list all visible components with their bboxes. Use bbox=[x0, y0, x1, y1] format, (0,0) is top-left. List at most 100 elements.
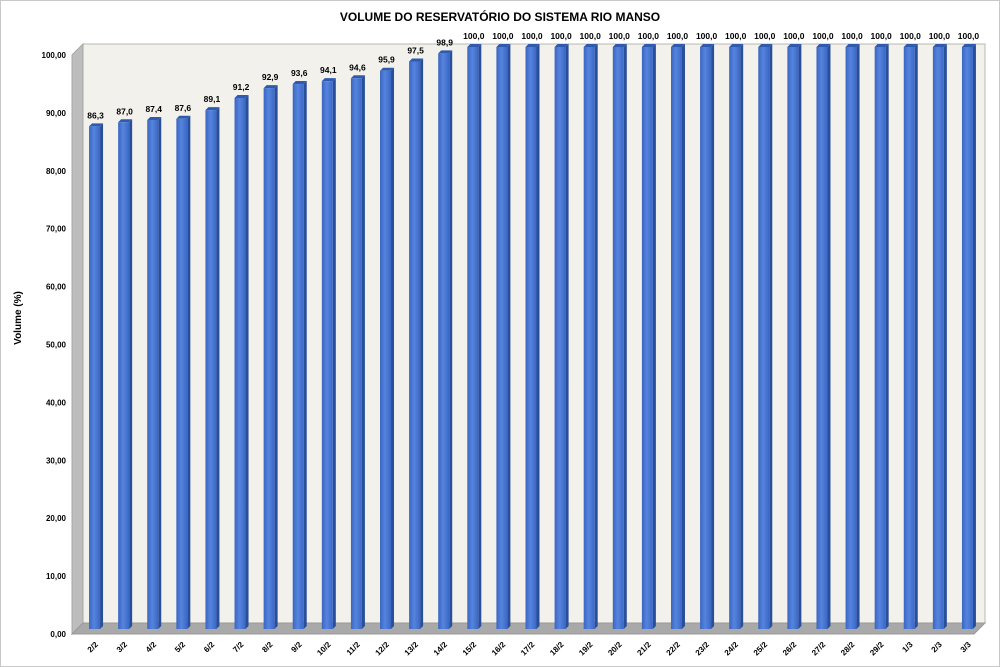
bar-front bbox=[467, 47, 479, 629]
bar-front bbox=[903, 47, 915, 629]
bar-front bbox=[118, 122, 130, 630]
bar-side bbox=[565, 44, 569, 629]
bar-top bbox=[292, 81, 307, 85]
bar: 93,6 bbox=[291, 68, 308, 629]
bar: 87,0 bbox=[116, 106, 133, 630]
bar: 100,0 bbox=[725, 31, 747, 629]
x-tick-label: 13/2 bbox=[403, 640, 421, 658]
bar-value-label: 100,0 bbox=[609, 31, 631, 41]
bar: 95,9 bbox=[378, 55, 395, 629]
y-tick-label: 70,00 bbox=[46, 225, 67, 234]
x-tick-label: 2/3 bbox=[930, 640, 945, 655]
y-tick-label: 100,00 bbox=[42, 51, 67, 60]
y-tick-label: 60,00 bbox=[46, 283, 67, 292]
x-tick-label: 3/3 bbox=[959, 640, 974, 655]
bar: 91,2 bbox=[233, 82, 250, 629]
bar-side bbox=[507, 44, 511, 629]
bar-value-label: 100,0 bbox=[638, 31, 660, 41]
bar-side bbox=[129, 119, 133, 630]
bar-value-label: 87,0 bbox=[116, 106, 133, 116]
bar-value-label: 100,0 bbox=[521, 31, 543, 41]
bar-front bbox=[845, 47, 857, 629]
y-tick-label: 0,00 bbox=[50, 630, 66, 639]
x-tick-label: 20/2 bbox=[606, 640, 624, 658]
bar-value-label: 100,0 bbox=[841, 31, 863, 41]
x-tick-label: 21/2 bbox=[635, 640, 653, 658]
bar-value-label: 89,1 bbox=[204, 94, 221, 104]
x-tick-label: 17/2 bbox=[519, 640, 537, 658]
bar-top bbox=[816, 44, 831, 47]
bar: 97,5 bbox=[407, 45, 424, 630]
bar-front bbox=[525, 47, 537, 629]
x-tick-label: 29/2 bbox=[868, 640, 886, 658]
bar: 100,0 bbox=[754, 31, 776, 629]
bar-front bbox=[234, 97, 246, 629]
x-tick-label: 24/2 bbox=[723, 640, 741, 658]
bar-top bbox=[496, 44, 511, 47]
bar-side bbox=[594, 44, 598, 629]
x-tick-label: 16/2 bbox=[490, 640, 508, 658]
bar-front bbox=[438, 53, 450, 629]
y-tick-label: 10,00 bbox=[46, 572, 67, 581]
x-tick-label: 15/2 bbox=[461, 640, 479, 658]
bar-side bbox=[274, 85, 278, 629]
bar-front bbox=[205, 110, 217, 629]
bar-value-label: 100,0 bbox=[725, 31, 747, 41]
bar-top bbox=[583, 44, 598, 47]
bar-value-label: 86,3 bbox=[87, 110, 104, 120]
x-tick-label: 10/2 bbox=[315, 640, 333, 658]
bar: 86,3 bbox=[87, 110, 104, 629]
bar-top bbox=[787, 44, 802, 47]
bar-top bbox=[874, 44, 889, 47]
y-tick-label: 50,00 bbox=[46, 341, 67, 350]
bar-front bbox=[292, 84, 304, 629]
bar-top bbox=[350, 75, 365, 79]
x-tick-label: 2/2 bbox=[86, 640, 101, 655]
bar-top bbox=[641, 44, 656, 47]
bar: 89,1 bbox=[204, 94, 221, 629]
bar-top bbox=[205, 107, 220, 111]
bar-value-label: 94,6 bbox=[349, 62, 366, 72]
bar-side bbox=[711, 44, 715, 629]
bar-front bbox=[380, 70, 392, 629]
bar-side bbox=[245, 94, 249, 629]
x-tick-label: 26/2 bbox=[781, 640, 799, 658]
x-tick-label: 25/2 bbox=[752, 640, 770, 658]
bar-top bbox=[961, 44, 976, 47]
bar: 100,0 bbox=[638, 31, 660, 629]
x-tick-label: 14/2 bbox=[432, 640, 450, 658]
bar-side bbox=[943, 44, 947, 629]
y-axis-label: Volume (%) bbox=[13, 291, 24, 345]
x-axis-ticks: 2/2 3/2 4/2 5/2 6/2 7/2 8/2 9/2 10/2 11/2 12/2 13/2… bbox=[86, 640, 974, 658]
bar: 100,0 bbox=[521, 31, 543, 629]
bar: 100,0 bbox=[492, 31, 514, 629]
bar: 87,6 bbox=[175, 103, 191, 630]
bar: 100,0 bbox=[812, 31, 834, 629]
x-tick-label: 27/2 bbox=[810, 640, 828, 658]
x-tick-label: 23/2 bbox=[694, 640, 712, 658]
bar-side bbox=[187, 115, 191, 629]
bar-value-label: 97,5 bbox=[407, 45, 424, 55]
bar: 100,0 bbox=[696, 31, 717, 629]
bar: 100,0 bbox=[783, 31, 805, 629]
x-tick-label: 5/2 bbox=[173, 640, 188, 655]
x-tick-label: 9/2 bbox=[289, 640, 304, 655]
bar-value-label: 94,1 bbox=[320, 65, 337, 75]
bar-top bbox=[176, 115, 191, 119]
bar-value-label: 100,0 bbox=[783, 31, 805, 41]
bar-side bbox=[798, 44, 802, 629]
bar-side bbox=[536, 44, 540, 629]
bar-top bbox=[409, 58, 424, 62]
y-tick-label: 90,00 bbox=[46, 109, 67, 118]
bar-front bbox=[641, 47, 653, 629]
bar-top bbox=[263, 85, 278, 89]
bar-side bbox=[827, 44, 831, 629]
bar-side bbox=[100, 123, 104, 629]
bar-front bbox=[816, 47, 828, 629]
bar: 100,0 bbox=[609, 31, 631, 629]
bar-top bbox=[89, 123, 104, 127]
bar: 100,0 bbox=[667, 31, 688, 629]
x-tick-label: 22/2 bbox=[665, 640, 683, 658]
bar-top bbox=[321, 78, 336, 82]
